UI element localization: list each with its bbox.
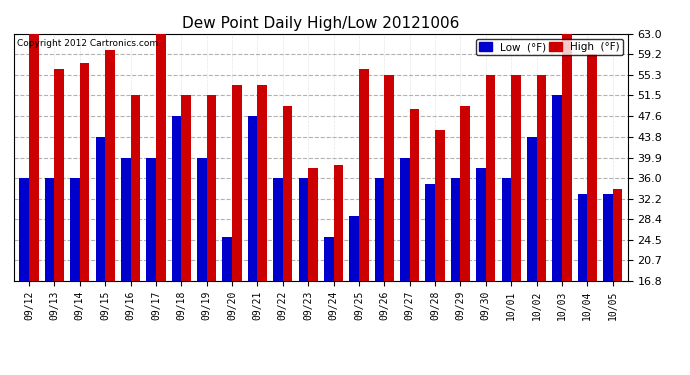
Bar (70, 178, 80, 371)
Bar (511, 75, 521, 371)
Bar (587, 54, 597, 371)
Bar (95, 136, 105, 371)
Bar (460, 106, 470, 371)
Bar (197, 158, 207, 371)
Bar (400, 158, 410, 371)
Bar (156, 26, 166, 371)
Bar (19, 178, 29, 371)
Bar (537, 75, 546, 371)
Bar (359, 69, 368, 371)
Bar (426, 184, 435, 371)
Bar (121, 158, 130, 371)
Bar (80, 63, 90, 371)
Bar (613, 189, 622, 371)
Bar (232, 85, 241, 371)
Bar (578, 195, 587, 371)
Bar (451, 178, 460, 371)
Bar (105, 50, 115, 371)
Text: Copyright 2012 Cartronics.com: Copyright 2012 Cartronics.com (17, 39, 158, 48)
Bar (273, 178, 283, 371)
Bar (552, 95, 562, 371)
Bar (308, 168, 318, 371)
Bar (29, 34, 39, 371)
Bar (130, 95, 140, 371)
Bar (410, 109, 420, 371)
Bar (55, 69, 64, 371)
Bar (486, 75, 495, 371)
Bar (603, 195, 613, 371)
Bar (283, 106, 293, 371)
Bar (45, 178, 55, 371)
Bar (299, 178, 308, 371)
Bar (562, 28, 571, 371)
Bar (181, 95, 191, 371)
Bar (435, 130, 444, 371)
Legend: Low  (°F), High  (°F): Low (°F), High (°F) (476, 39, 622, 56)
Bar (207, 95, 216, 371)
Bar (248, 116, 257, 371)
Bar (333, 165, 343, 371)
Bar (172, 116, 181, 371)
Bar (222, 237, 232, 371)
Bar (384, 75, 394, 371)
Bar (476, 168, 486, 371)
Title: Dew Point Daily High/Low 20121006: Dew Point Daily High/Low 20121006 (182, 16, 460, 31)
Bar (527, 136, 537, 371)
Bar (257, 85, 267, 371)
Bar (502, 178, 511, 371)
Bar (324, 237, 333, 371)
Bar (349, 216, 359, 371)
Bar (375, 178, 384, 371)
Bar (146, 158, 156, 371)
